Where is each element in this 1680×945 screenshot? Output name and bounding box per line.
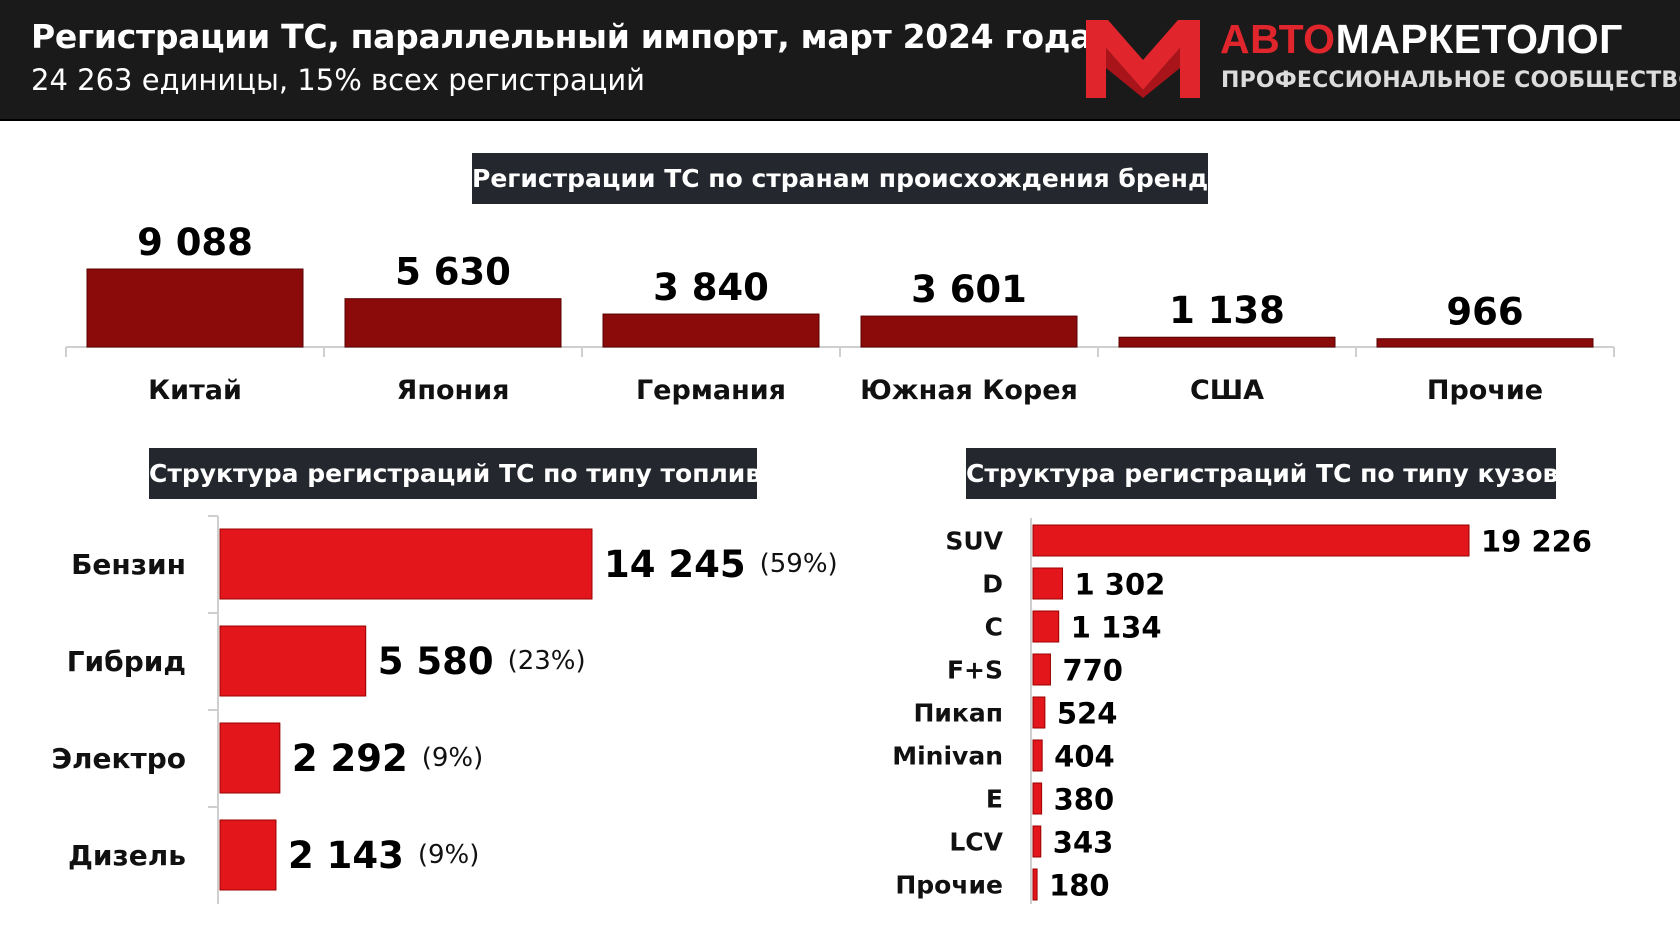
page-title: Регистрации ТС, параллельный импорт, мар… bbox=[31, 17, 1093, 56]
body-bar bbox=[1032, 868, 1038, 901]
country-value-label: 5 630 bbox=[395, 251, 511, 294]
fuel-category-label: Дизель bbox=[68, 839, 186, 872]
body-value-label: 404 bbox=[1054, 740, 1115, 774]
body-category-label: Прочие bbox=[895, 871, 1003, 900]
body-category-label: Пикап bbox=[913, 699, 1003, 728]
body-category-label: F+S bbox=[947, 656, 1003, 685]
country-value-label: 1 138 bbox=[1169, 289, 1285, 332]
country-chart-title: Регистрации ТС по странам происхождения … bbox=[472, 153, 1225, 204]
fuel-category-label: Гибрид bbox=[67, 645, 186, 678]
body-category-label: D bbox=[982, 570, 1003, 599]
country-category-label: Германия bbox=[636, 375, 786, 406]
fuel-share-label: (9%) bbox=[422, 743, 484, 773]
body-value-label: 1 134 bbox=[1071, 611, 1162, 645]
country-bar bbox=[860, 315, 1078, 348]
country-category-label: США bbox=[1190, 375, 1264, 406]
logo-brand-red: АВТО bbox=[1220, 16, 1336, 62]
fuel-bar bbox=[219, 819, 277, 891]
body-bar bbox=[1032, 610, 1060, 643]
fuel-category-label: Электро bbox=[51, 742, 186, 775]
header-bar: Регистрации ТС, параллельный импорт, мар… bbox=[0, 0, 1680, 121]
body-category-label: C bbox=[985, 613, 1003, 642]
fuel-share-label: (23%) bbox=[508, 646, 586, 676]
country-bar bbox=[1376, 338, 1594, 348]
country-bar bbox=[602, 313, 820, 348]
body-category-label: E bbox=[986, 785, 1003, 814]
body-category-label: Minivan bbox=[892, 742, 1003, 771]
logo-brand-white: МАРКЕТОЛОГ bbox=[1335, 16, 1623, 62]
body-bar bbox=[1032, 825, 1042, 858]
country-value-label: 3 601 bbox=[911, 268, 1027, 311]
body-value-label: 380 bbox=[1054, 783, 1115, 817]
body-bar bbox=[1032, 739, 1043, 772]
page-subtitle: 24 263 единицы, 15% всех регистраций bbox=[31, 63, 646, 97]
country-category-label: Япония bbox=[397, 375, 510, 406]
fuel-value-label: 5 580 bbox=[378, 640, 494, 683]
country-bar bbox=[344, 298, 562, 348]
body-category-label: SUV bbox=[945, 527, 1003, 556]
fuel-share-label: (59%) bbox=[760, 549, 838, 579]
fuel-chart-title: Структура регистраций ТС по типу топлива bbox=[149, 448, 778, 499]
country-category-label: Прочие bbox=[1427, 375, 1543, 406]
logo-tagline: ПРОФЕССИОНАЛЬНОЕ СООБЩЕСТВО bbox=[1221, 68, 1680, 93]
country-category-label: Южная Корея bbox=[860, 375, 1078, 406]
fuel-value-label: 2 292 bbox=[292, 737, 408, 780]
body-value-label: 19 226 bbox=[1481, 525, 1592, 559]
logo-brand: АВТОМАРКЕТОЛОГ bbox=[1220, 16, 1623, 63]
fuel-bar bbox=[219, 625, 367, 697]
body-chart-title: Структура регистраций ТС по типу кузова bbox=[966, 448, 1575, 499]
country-category-label: Китай bbox=[148, 375, 242, 406]
body-value-label: 770 bbox=[1062, 654, 1123, 688]
fuel-value-label: 2 143 bbox=[288, 834, 404, 877]
body-category-label: LCV bbox=[949, 828, 1003, 857]
country-bar bbox=[86, 268, 304, 348]
country-bar bbox=[1118, 336, 1336, 348]
body-bar bbox=[1032, 696, 1046, 729]
country-value-label: 966 bbox=[1446, 291, 1523, 334]
body-bar bbox=[1032, 524, 1470, 557]
fuel-bar bbox=[219, 528, 593, 600]
logo-icon bbox=[1086, 20, 1200, 98]
fuel-value-label: 14 245 bbox=[604, 543, 746, 586]
body-bar bbox=[1032, 782, 1043, 815]
fuel-category-label: Бензин bbox=[71, 548, 186, 581]
body-bar bbox=[1032, 653, 1051, 686]
body-value-label: 343 bbox=[1053, 826, 1114, 860]
fuel-share-label: (9%) bbox=[418, 840, 480, 870]
fuel-bar bbox=[219, 722, 281, 794]
country-value-label: 9 088 bbox=[137, 221, 253, 264]
body-bar bbox=[1032, 567, 1064, 600]
body-value-label: 1 302 bbox=[1075, 568, 1166, 602]
body-value-label: 180 bbox=[1049, 869, 1110, 903]
body-value-label: 524 bbox=[1057, 697, 1118, 731]
country-value-label: 3 840 bbox=[653, 266, 769, 309]
